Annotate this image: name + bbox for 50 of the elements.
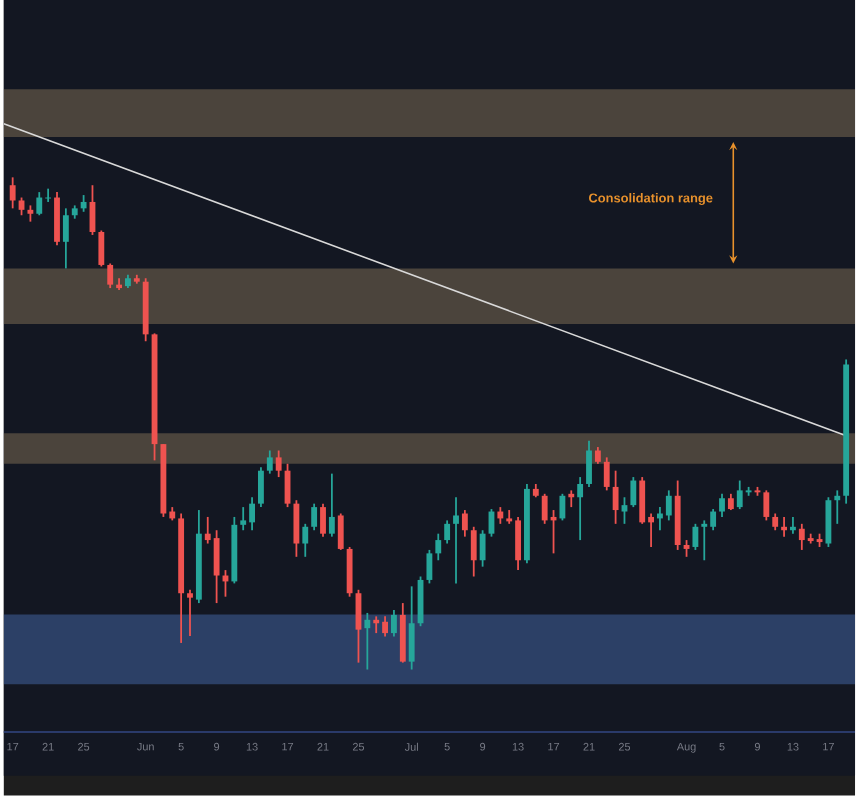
candlestick — [54, 191, 60, 247]
candlestick — [665, 489, 672, 522]
candlestick — [187, 589, 193, 638]
candlestick — [311, 502, 318, 532]
candlestick — [701, 519, 708, 562]
candlestick — [630, 476, 637, 509]
candlestick — [62, 207, 69, 270]
candlestick — [36, 191, 43, 217]
candlestick — [275, 449, 282, 479]
candlestick — [373, 615, 380, 635]
candlestick — [266, 449, 273, 475]
candlestick — [541, 493, 548, 525]
candlestick — [408, 585, 415, 671]
candlestick — [692, 523, 699, 552]
candlestick — [586, 439, 592, 489]
candlestick — [213, 529, 220, 605]
candlestick — [621, 496, 628, 525]
candlestick — [453, 496, 459, 585]
candlestick — [98, 229, 105, 268]
candlestick — [577, 476, 584, 542]
candlestick — [320, 502, 326, 538]
candlestick — [9, 176, 16, 210]
candlestick — [470, 526, 477, 578]
candlestick — [763, 489, 770, 522]
candlestick — [426, 549, 433, 585]
candlestick — [337, 512, 344, 552]
candlestick — [107, 262, 114, 290]
candlestick — [328, 472, 335, 538]
candlestick — [258, 466, 264, 509]
candlestick — [781, 516, 788, 538]
candlestick — [479, 529, 486, 568]
candlestick — [639, 476, 646, 525]
candlestick — [719, 493, 725, 519]
candlestick — [391, 609, 397, 638]
candlestick — [364, 612, 371, 671]
candlestick — [568, 489, 575, 509]
candlestick — [240, 506, 247, 532]
candlestick — [399, 602, 406, 664]
candlestick — [559, 493, 566, 522]
candlestick — [302, 523, 309, 558]
candlestick — [834, 489, 841, 525]
candlestick — [346, 546, 353, 598]
candlestick — [435, 533, 442, 562]
candlestick — [293, 499, 300, 558]
candlestick — [825, 496, 832, 549]
candlestick — [612, 470, 619, 525]
candlestick — [461, 509, 468, 538]
candlestick — [790, 516, 796, 535]
candlestick — [603, 456, 610, 492]
candlestick — [444, 519, 451, 545]
